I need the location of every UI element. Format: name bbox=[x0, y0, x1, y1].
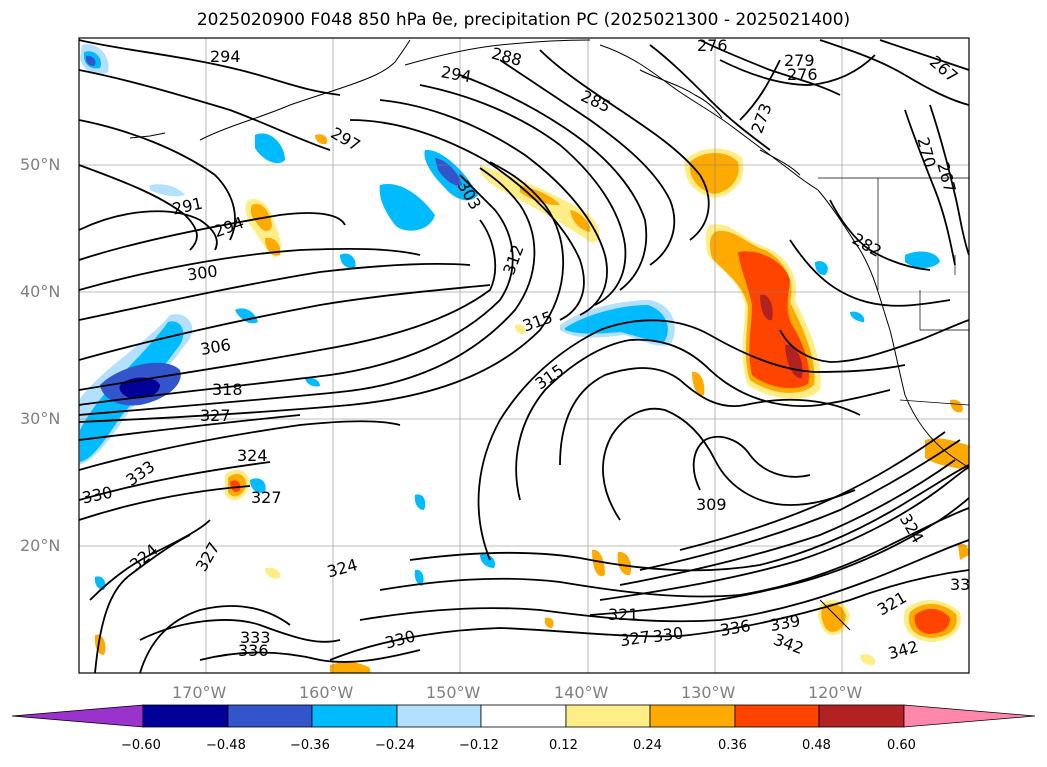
contour-label: 279 bbox=[784, 51, 815, 70]
contour-label: 300 bbox=[186, 261, 219, 284]
contour-label: 318 bbox=[212, 380, 243, 399]
colorbar-tick: 0.48 bbox=[802, 738, 831, 753]
colorbar-bin bbox=[227, 704, 313, 728]
colorbar-bin bbox=[818, 704, 905, 728]
colorbar-bin bbox=[734, 704, 820, 728]
contour-label: 333 bbox=[950, 575, 981, 594]
lon-label: 120°W bbox=[808, 683, 863, 702]
colorbar-tick: 0.12 bbox=[549, 738, 578, 753]
contour-label: 327 bbox=[619, 627, 652, 650]
lon-label: 140°W bbox=[554, 683, 609, 702]
contour-label: 330 bbox=[652, 623, 685, 646]
theta-e-contours bbox=[79, 39, 969, 673]
contour-label: 327 bbox=[200, 406, 231, 425]
lon-label: 150°W bbox=[426, 683, 481, 702]
colorbar-tick: −0.60 bbox=[121, 738, 161, 753]
lat-label: 40°N bbox=[20, 282, 61, 301]
colorbar-bin bbox=[142, 704, 229, 728]
colorbar-tick: 0.60 bbox=[887, 738, 916, 753]
colorbar-tick: −0.48 bbox=[206, 738, 246, 753]
colorbar-bin bbox=[565, 704, 651, 728]
contour-label: 333 bbox=[240, 628, 271, 647]
contour-label: 276 bbox=[787, 65, 818, 84]
lon-label: 160°W bbox=[299, 683, 354, 702]
colorbar-tick: 0.36 bbox=[718, 738, 747, 753]
lon-label: 130°W bbox=[681, 683, 736, 702]
map-frame bbox=[78, 37, 970, 674]
lon-label: 170°W bbox=[172, 683, 227, 702]
colorbar-tick: −0.12 bbox=[459, 738, 499, 753]
contour-labels: 294 288 285 276 279 276 267 273 294 297 … bbox=[80, 36, 981, 663]
contour-label: 327 bbox=[251, 488, 282, 507]
contour-label: 321 bbox=[608, 605, 639, 624]
precip-negative-areas bbox=[79, 44, 940, 590]
colorbar-bin bbox=[480, 704, 567, 728]
contour-label: 294 bbox=[210, 47, 241, 66]
contour-label: 309 bbox=[696, 495, 727, 514]
lat-label: 30°N bbox=[20, 409, 61, 428]
colorbar-tick: −0.24 bbox=[375, 738, 415, 753]
colorbar-bin bbox=[396, 704, 482, 728]
colorbar-overflow bbox=[903, 704, 1036, 728]
contour-label: 336 bbox=[238, 641, 269, 660]
lat-label: 20°N bbox=[20, 536, 61, 555]
colorbar-tick: 0.24 bbox=[633, 738, 662, 753]
colorbar-bin bbox=[311, 704, 398, 728]
colorbar-underflow bbox=[11, 704, 144, 728]
contour-label: 324 bbox=[237, 446, 268, 465]
colorbar-bin bbox=[649, 704, 736, 728]
colorbar bbox=[11, 704, 1036, 728]
colorbar-tick: −0.36 bbox=[290, 738, 330, 753]
contour-label: 276 bbox=[697, 36, 728, 55]
lat-label: 50°N bbox=[20, 155, 61, 174]
map-title: 2025020900 F048 850 hPa θe, precipitatio… bbox=[196, 10, 851, 30]
